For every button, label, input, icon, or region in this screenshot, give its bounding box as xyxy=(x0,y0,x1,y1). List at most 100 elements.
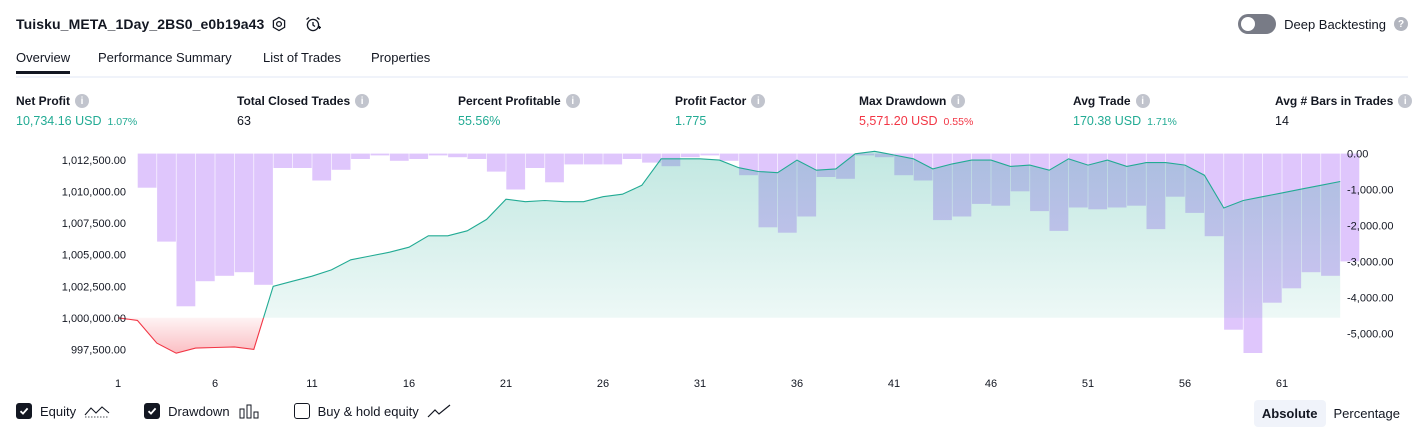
x-axis-tick-label: 16 xyxy=(403,378,415,390)
left-axis-tick-label: 1,007,500.00 xyxy=(62,218,126,230)
metric-value: 63 xyxy=(237,114,251,128)
drawdown-bar xyxy=(603,153,623,165)
metric-avg-bars-in-trades: Avg # Bars in Trades i 14 xyxy=(1275,94,1413,128)
tab-overview[interactable]: Overview xyxy=(16,50,71,74)
x-axis-tick-label: 11 xyxy=(306,378,317,390)
metric-label: Max Drawdown xyxy=(859,94,947,108)
equity-loss-line xyxy=(117,317,265,354)
alarm-clock-icon[interactable] xyxy=(302,13,324,35)
buy-hold-checkbox[interactable] xyxy=(293,403,310,419)
right-axis-labels: 0.00 -1,000.00 -2,000.00 -3,000.00 -4,000.00… xyxy=(1347,149,1393,341)
right-axis-tick-label: 0.00 xyxy=(1347,149,1368,161)
help-icon[interactable]: ? xyxy=(1394,17,1408,31)
metric-percent: 1.07% xyxy=(107,116,138,128)
equity-drawdown-chart: 1,012,500.00 1,010,000.00 1,007,500.00 1,00… xyxy=(62,149,1394,390)
drawdown-bar xyxy=(331,153,351,170)
metric-value: 14 xyxy=(1275,114,1289,128)
right-axis-tick-label: -2,000.00 xyxy=(1347,221,1393,233)
x-axis-tick-label: 1 xyxy=(115,378,121,390)
x-axis-tick-label: 21 xyxy=(500,378,512,390)
metric-label: Avg Trade xyxy=(1073,94,1131,108)
equity-loss-area xyxy=(118,317,264,354)
metric-max-drawdown: Max Drawdown i 5,571.20 USD 0.55% xyxy=(859,94,973,128)
drawdown-bar xyxy=(273,153,293,168)
tab-properties[interactable]: Properties xyxy=(371,50,431,65)
drawdown-bar xyxy=(680,153,700,158)
metric-value: 55.56% xyxy=(458,114,501,128)
metric-label: Profit Factor xyxy=(675,94,747,108)
legend-buy-hold[interactable]: Buy & hold equity xyxy=(293,403,451,419)
report-header: Tuisku_META_1Day_2BS0_e0b19a43 Deep Back… xyxy=(16,8,1408,38)
x-axis-tick-label: 36 xyxy=(791,378,803,390)
info-icon[interactable]: i xyxy=(751,94,766,108)
metric-value: 1.775 xyxy=(675,114,707,128)
metric-percent: 0.55% xyxy=(943,116,974,128)
tab-performance-summary[interactable]: Performance Summary xyxy=(98,50,232,65)
info-icon[interactable]: i xyxy=(1135,94,1150,108)
info-icon[interactable]: i xyxy=(75,94,89,108)
equity-line-icon xyxy=(84,406,110,418)
info-icon[interactable]: i xyxy=(355,94,370,108)
x-axis-tick-label: 46 xyxy=(985,378,997,390)
left-axis-labels: 1,012,500.00 1,010,000.00 1,007,500.00 1,00… xyxy=(62,155,126,356)
metric-label: Net Profit xyxy=(16,94,70,108)
metric-percent-profitable: Percent Profitable i 55.56% xyxy=(458,94,580,128)
report-tabs: Overview Performance Summary List of Tra… xyxy=(16,48,1408,78)
tab-list-of-trades[interactable]: List of Trades xyxy=(263,50,342,65)
drawdown-bar xyxy=(564,153,584,165)
drawdown-bar xyxy=(700,153,720,156)
gear-icon[interactable] xyxy=(268,13,290,35)
legend-buy-hold-label: Buy & hold equity xyxy=(317,403,419,419)
metric-label: Total Closed Trades xyxy=(237,94,351,108)
x-axis-tick-label: 61 xyxy=(1276,378,1288,390)
x-axis-tick-label: 31 xyxy=(694,378,706,390)
left-axis-tick-label: 1,010,000.00 xyxy=(62,187,126,199)
buy-hold-line-icon xyxy=(427,404,451,418)
deep-backtesting-toggle[interactable] xyxy=(1238,14,1277,34)
info-icon[interactable]: i xyxy=(951,94,966,108)
legend-equity[interactable]: Equity xyxy=(16,403,110,419)
x-axis-tick-label: 56 xyxy=(1179,378,1191,390)
drawdown-bar xyxy=(254,153,273,285)
drawdown-bar xyxy=(195,153,215,282)
drawdown-bar xyxy=(448,153,467,158)
drawdown-bar xyxy=(642,153,661,163)
absolute-button[interactable]: Absolute xyxy=(1253,400,1326,427)
legend-equity-label: Equity xyxy=(40,403,77,419)
left-axis-tick-label: 997,500.00 xyxy=(71,344,126,356)
metric-label: Avg # Bars in Trades xyxy=(1275,94,1394,108)
drawdown-bar xyxy=(351,153,370,159)
percentage-button[interactable]: Percentage xyxy=(1333,406,1401,421)
left-axis-tick-label: 1,005,000.00 xyxy=(62,250,126,262)
toggle-knob xyxy=(1241,17,1256,31)
equity-checkbox[interactable] xyxy=(16,403,32,419)
metric-label: Percent Profitable xyxy=(458,94,561,108)
drawdown-bar xyxy=(622,153,642,159)
x-axis-tick-label: 51 xyxy=(1082,378,1094,390)
equity-profit-line xyxy=(262,150,1341,318)
deep-backtesting-control: Deep Backtesting ? xyxy=(1238,14,1408,34)
x-axis-tick-label: 41 xyxy=(888,378,900,390)
legend-drawdown[interactable]: Drawdown xyxy=(144,403,259,419)
drawdown-bar xyxy=(467,153,487,159)
deep-backtesting-label: Deep Backtesting xyxy=(1284,16,1386,32)
drawdown-checkbox[interactable] xyxy=(144,403,161,419)
drawdown-bar xyxy=(719,153,739,161)
chart-legend: Equity Drawdown Buy & hold equity xyxy=(16,403,485,419)
metric-avg-trade: Avg Trade i 170.38 USD 1.71% xyxy=(1073,94,1177,128)
right-axis-tick-label: -3,000.00 xyxy=(1347,256,1393,268)
drawdown-bar xyxy=(428,153,448,156)
info-icon[interactable]: i xyxy=(1398,94,1413,108)
x-axis-tick-label: 26 xyxy=(597,378,609,390)
drawdown-bars-icon xyxy=(239,404,259,419)
right-axis-tick-label: -4,000.00 xyxy=(1347,292,1393,304)
x-axis-tick-label: 6 xyxy=(212,378,218,390)
strategy-title: Tuisku_META_1Day_2BS0_e0b19a43 xyxy=(16,16,265,32)
metric-net-profit: Net Profit i 10,734.16 USD 1.07% xyxy=(16,94,137,128)
drawdown-bar xyxy=(545,153,564,183)
right-axis-tick-label: -1,000.00 xyxy=(1347,185,1393,197)
drawdown-bar xyxy=(292,153,312,168)
info-icon[interactable]: i xyxy=(565,94,580,108)
metric-profit-factor: Profit Factor i 1.775 xyxy=(675,94,766,128)
metric-value: 10,734.16 USD xyxy=(16,114,102,128)
